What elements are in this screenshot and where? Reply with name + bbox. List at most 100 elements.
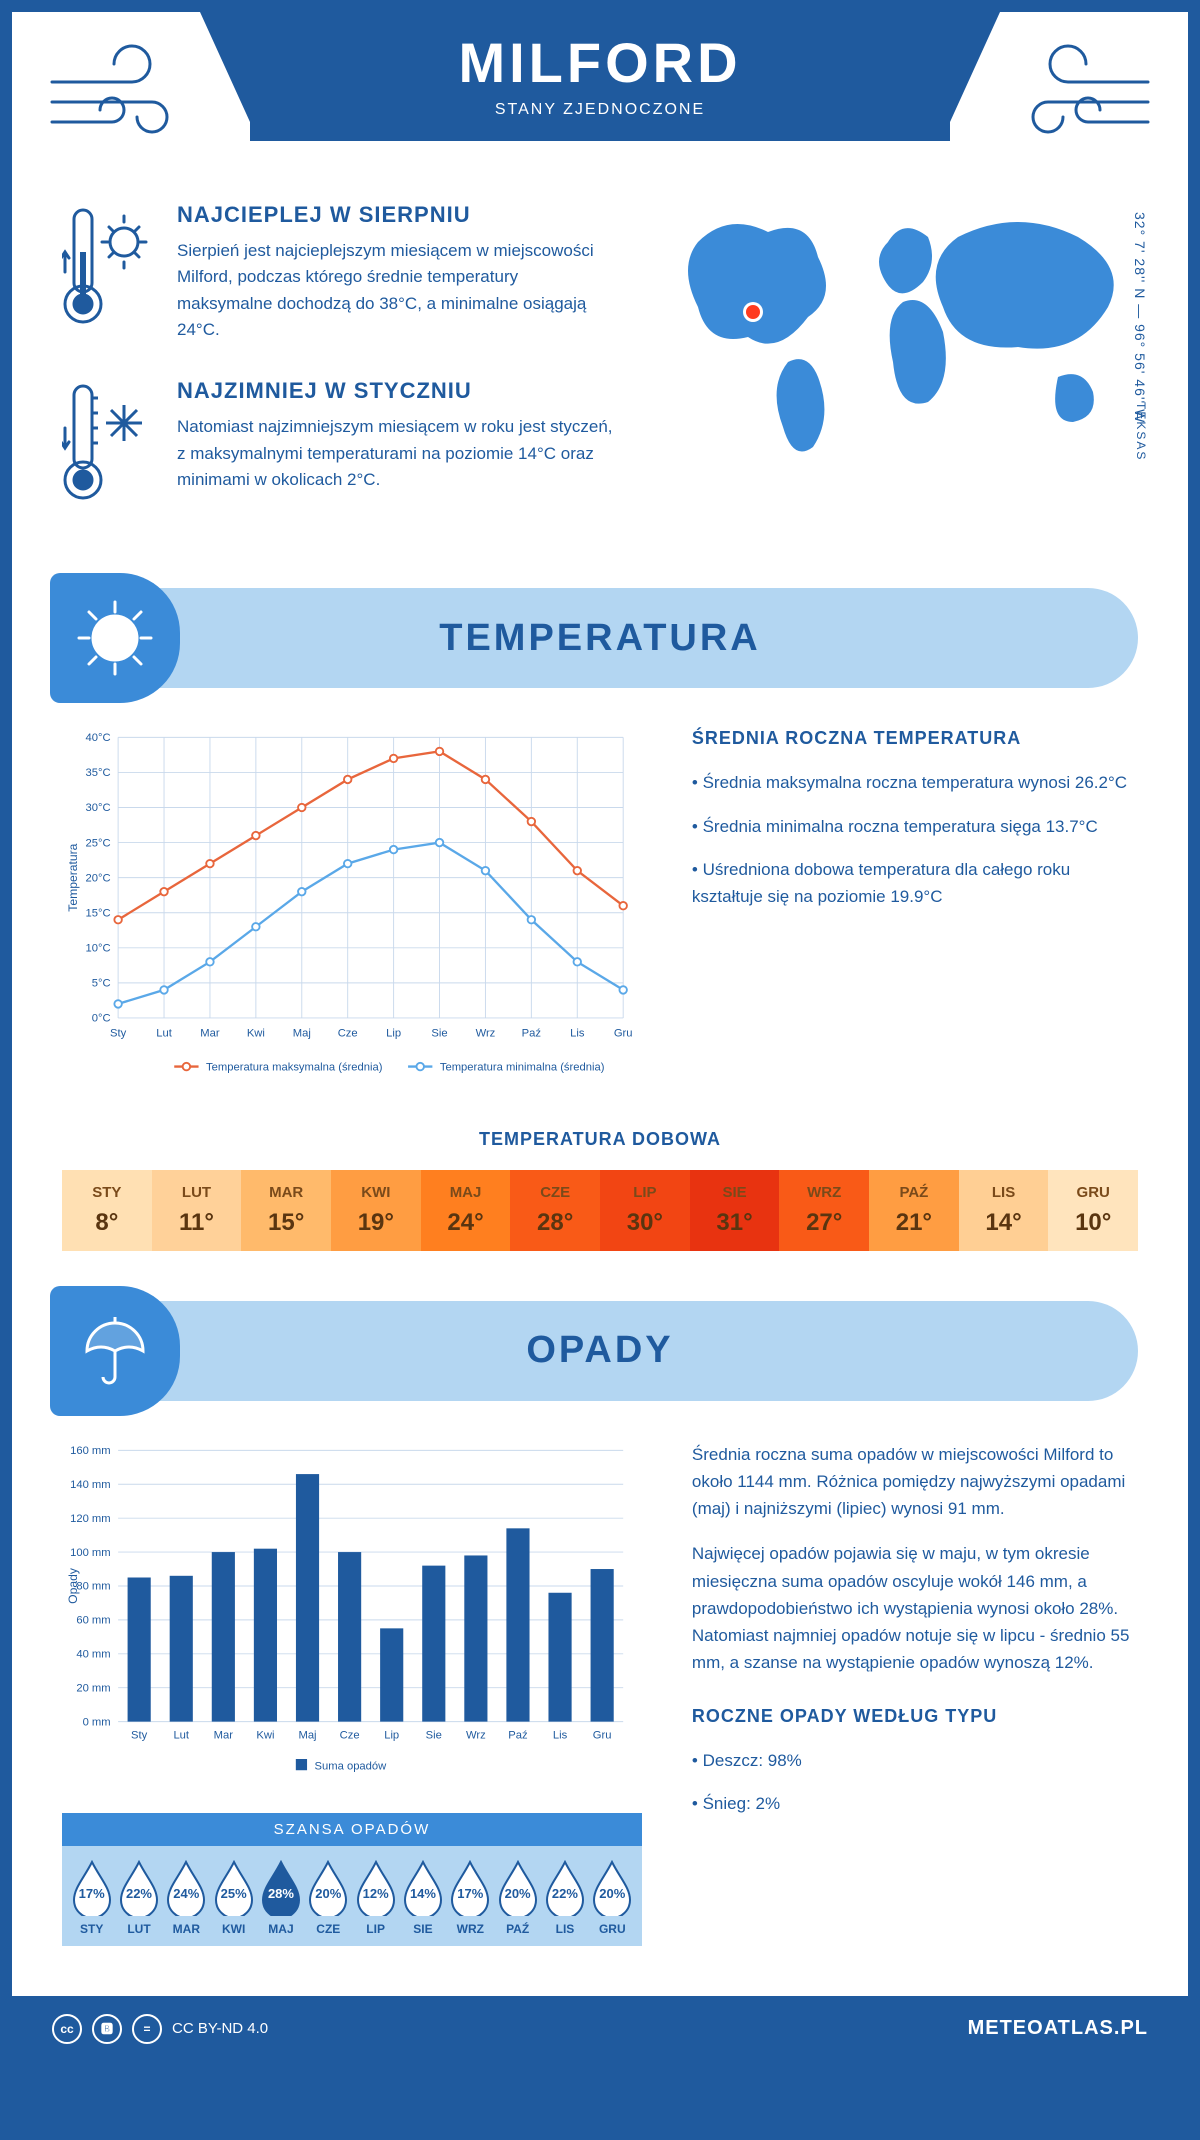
thermometer-hot-icon xyxy=(62,202,152,343)
daily-temp-heatmap: STY8°LUT11°MAR15°KWI19°MAJ24°CZE28°LIP30… xyxy=(62,1170,1138,1251)
cc-icon: cc xyxy=(52,2014,82,2044)
drop-cell: 22%LUT xyxy=(115,1860,162,1936)
svg-text:60 mm: 60 mm xyxy=(76,1614,110,1626)
svg-text:Opady: Opady xyxy=(66,1567,80,1604)
svg-text:30°C: 30°C xyxy=(86,803,111,815)
cold-text: Natomiast najzimniejszym miesiącem w rok… xyxy=(177,414,618,493)
svg-text:Wrz: Wrz xyxy=(476,1028,496,1040)
nd-icon: = xyxy=(132,2014,162,2044)
svg-text:Lis: Lis xyxy=(570,1028,585,1040)
svg-text:Lip: Lip xyxy=(384,1729,399,1741)
map-column: 32° 7' 28'' N — 96° 56' 46'' W TEKSAS xyxy=(658,202,1138,548)
svg-text:100 mm: 100 mm xyxy=(70,1547,111,1559)
rain-chance-drops: 17%STY22%LUT24%MAR25%KWI28%MAJ20%CZE12%L… xyxy=(62,1846,642,1946)
drop-cell: 25%KWI xyxy=(210,1860,257,1936)
svg-text:Sie: Sie xyxy=(431,1028,447,1040)
line-chart-svg: 0°C5°C10°C15°C20°C25°C30°C35°C40°CStyLut… xyxy=(62,728,642,1083)
heat-cell: LUT11° xyxy=(152,1170,242,1251)
heat-cell: CZE28° xyxy=(510,1170,600,1251)
svg-text:Temperatura maksymalna (średni: Temperatura maksymalna (średnia) xyxy=(206,1062,383,1074)
facts-column: NAJCIEPLEJ W SIERPNIU Sierpień jest najc… xyxy=(62,202,618,548)
temperature-chart: 0°C5°C10°C15°C20°C25°C30°C35°C40°CStyLut… xyxy=(62,728,642,1088)
bar-chart-svg: 0 mm20 mm40 mm60 mm80 mm100 mm120 mm140 … xyxy=(62,1441,642,1778)
heat-cell: LIS14° xyxy=(959,1170,1049,1251)
country-name: STANY ZJEDNOCZONE xyxy=(250,101,950,119)
svg-text:20°C: 20°C xyxy=(86,873,111,885)
svg-text:Temperatura: Temperatura xyxy=(66,844,80,912)
rain-chance-block: SZANSA OPADÓW 17%STY22%LUT24%MAR25%KWI28… xyxy=(62,1813,642,1946)
temperature-title: TEMPERATURA xyxy=(192,617,1138,660)
svg-text:Mar: Mar xyxy=(214,1729,234,1741)
heat-cell: GRU10° xyxy=(1048,1170,1138,1251)
svg-text:Paź: Paź xyxy=(508,1729,528,1741)
city-name: MILFORD xyxy=(250,30,950,95)
sun-icon xyxy=(50,573,180,703)
daily-temp-title: TEMPERATURA DOBOWA xyxy=(12,1129,1188,1150)
site-name: METEOATLAS.PL xyxy=(968,2017,1148,2040)
rain-info: Średnia roczna suma opadów w miejscowośc… xyxy=(692,1441,1138,1946)
cold-title: NAJZIMNIEJ W STYCZNIU xyxy=(177,378,618,404)
rain-type-item: Śnieg: 2% xyxy=(692,1790,1138,1817)
svg-text:Gru: Gru xyxy=(614,1028,633,1040)
temperature-body: 0°C5°C10°C15°C20°C25°C30°C35°C40°CStyLut… xyxy=(12,688,1188,1108)
svg-text:Sie: Sie xyxy=(426,1729,442,1741)
temp-bullets: Średnia maksymalna roczna temperatura wy… xyxy=(692,769,1138,910)
temp-bullet: Średnia maksymalna roczna temperatura wy… xyxy=(692,769,1138,796)
temp-bullet: Uśredniona dobowa temperatura dla całego… xyxy=(692,856,1138,910)
thermometer-cold-icon xyxy=(62,378,152,513)
rain-type-item: Deszcz: 98% xyxy=(692,1747,1138,1774)
svg-text:Maj: Maj xyxy=(298,1729,316,1741)
svg-text:10°C: 10°C xyxy=(86,943,111,955)
svg-text:15°C: 15°C xyxy=(86,908,111,920)
svg-text:120 mm: 120 mm xyxy=(70,1513,111,1525)
wind-icon-left xyxy=(42,42,202,152)
wind-icon-right xyxy=(998,42,1158,152)
rain-p1: Średnia roczna suma opadów w miejscowośc… xyxy=(692,1441,1138,1523)
title-ribbon: MILFORD STANY ZJEDNOCZONE xyxy=(250,12,950,141)
header: MILFORD STANY ZJEDNOCZONE xyxy=(12,12,1188,202)
drop-cell: 14%SIE xyxy=(399,1860,446,1936)
drop-cell: 28%MAJ xyxy=(257,1860,304,1936)
drop-cell: 24%MAR xyxy=(163,1860,210,1936)
svg-text:0°C: 0°C xyxy=(92,1013,111,1025)
heat-cell: KWI19° xyxy=(331,1170,421,1251)
coordinates: 32° 7' 28'' N — 96° 56' 46'' W xyxy=(1132,212,1148,423)
drop-cell: 22%LIS xyxy=(541,1860,588,1936)
heat-cell: WRZ27° xyxy=(779,1170,869,1251)
svg-text:Gru: Gru xyxy=(593,1729,612,1741)
drop-cell: 20%PAŹ xyxy=(494,1860,541,1936)
svg-text:Lut: Lut xyxy=(156,1028,172,1040)
rain-body: 0 mm20 mm40 mm60 mm80 mm100 mm120 mm140 … xyxy=(12,1401,1188,1966)
license-block: cc 🅱 = CC BY-ND 4.0 xyxy=(52,2014,268,2044)
rain-banner: OPADY xyxy=(62,1301,1138,1401)
svg-text:40°C: 40°C xyxy=(86,732,111,744)
chance-title: SZANSA OPADÓW xyxy=(62,1813,642,1846)
by-icon: 🅱 xyxy=(92,2014,122,2044)
hot-text: Sierpień jest najcieplejszym miesiącem w… xyxy=(177,238,618,343)
temp-bullet: Średnia minimalna roczna temperatura się… xyxy=(692,813,1138,840)
heat-cell: LIP30° xyxy=(600,1170,690,1251)
heat-cell: SIE31° xyxy=(690,1170,780,1251)
svg-text:40 mm: 40 mm xyxy=(76,1648,110,1660)
svg-text:Sty: Sty xyxy=(131,1729,148,1741)
svg-text:Sty: Sty xyxy=(110,1028,127,1040)
intro-section: NAJCIEPLEJ W SIERPNIU Sierpień jest najc… xyxy=(12,202,1188,588)
svg-text:80 mm: 80 mm xyxy=(76,1581,110,1593)
rain-chart-col: 0 mm20 mm40 mm60 mm80 mm100 mm120 mm140 … xyxy=(62,1441,642,1946)
svg-text:Maj: Maj xyxy=(293,1028,311,1040)
temperature-banner: TEMPERATURA xyxy=(62,588,1138,688)
svg-text:Lip: Lip xyxy=(386,1028,401,1040)
hot-fact: NAJCIEPLEJ W SIERPNIU Sierpień jest najc… xyxy=(62,202,618,343)
license-text: CC BY-ND 4.0 xyxy=(172,2020,268,2037)
svg-text:Cze: Cze xyxy=(340,1729,360,1741)
rain-title: OPADY xyxy=(192,1329,1138,1372)
drop-cell: 17%WRZ xyxy=(447,1860,494,1936)
svg-text:Lis: Lis xyxy=(553,1729,568,1741)
svg-text:Kwi: Kwi xyxy=(256,1729,274,1741)
svg-text:Lut: Lut xyxy=(173,1729,189,1741)
svg-text:0 mm: 0 mm xyxy=(83,1716,111,1728)
cold-fact: NAJZIMNIEJ W STYCZNIU Natomiast najzimni… xyxy=(62,378,618,513)
world-map xyxy=(658,202,1138,467)
heat-cell: PAŹ21° xyxy=(869,1170,959,1251)
region-label: TEKSAS xyxy=(1134,402,1148,461)
